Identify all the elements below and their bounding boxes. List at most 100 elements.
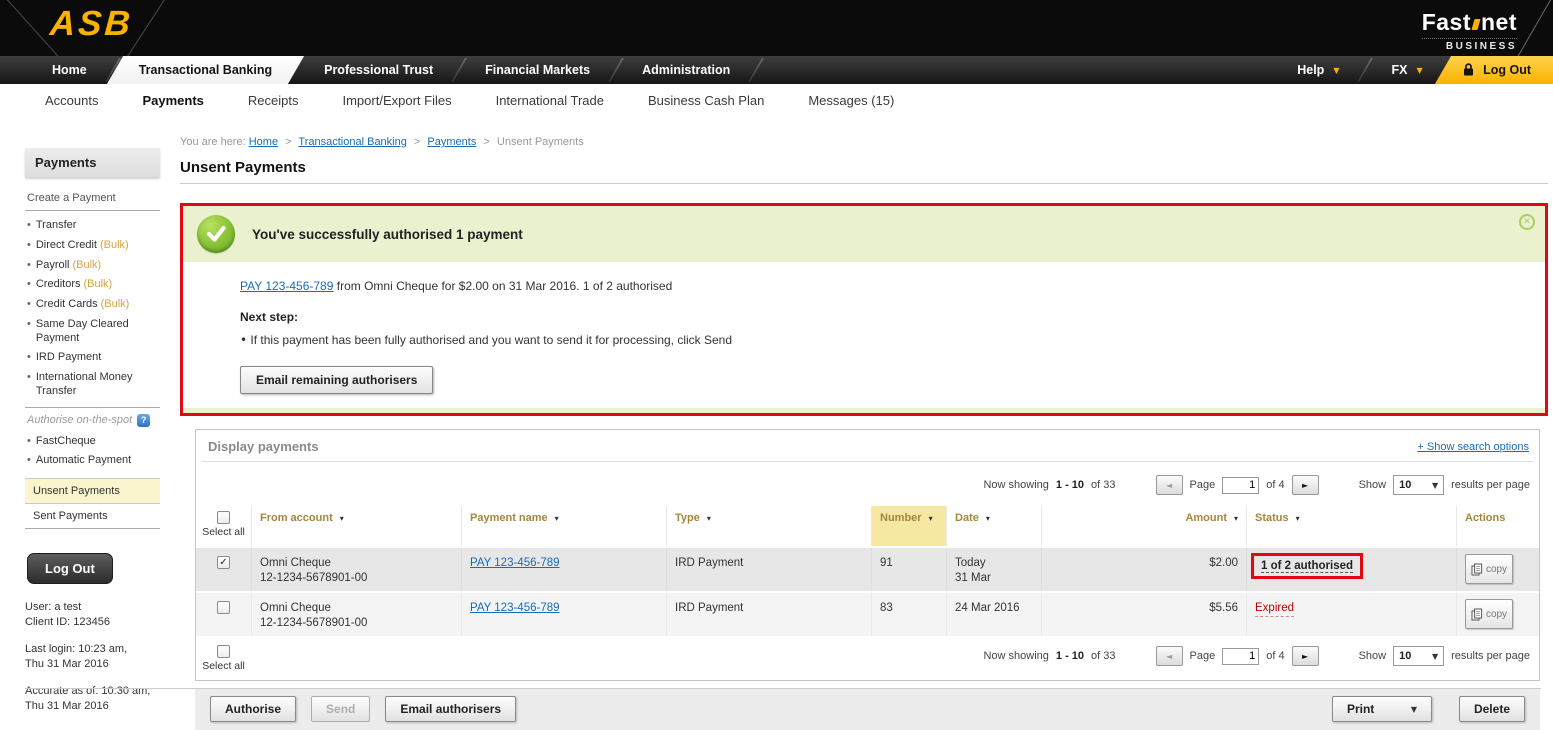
sort-arrow-icon: ▾ (706, 514, 711, 523)
status-link[interactable]: 1 of 2 authorised (1261, 560, 1354, 573)
column-header-type[interactable]: Type ▾ (666, 506, 871, 546)
sidebar-item-label: Direct Credit (35, 238, 97, 251)
prev-page-button[interactable]: ◄ (1155, 475, 1183, 495)
status-link[interactable]: Expired (1255, 601, 1294, 617)
sidebar-item-direct-credit[interactable]: • Direct Credit (Bulk) (25, 236, 160, 256)
bullet-icon: • (27, 434, 31, 447)
nav-tab-label: Administration (642, 63, 731, 77)
delete-button[interactable]: Delete (1458, 696, 1525, 722)
bullet-icon: • (27, 371, 31, 383)
sidebar-section-authorise-on-the-spot: Authorise on-the-spot ? (25, 406, 160, 432)
nav-tab-administration[interactable]: Administration (616, 56, 756, 84)
select-all-checkbox[interactable] (217, 511, 230, 524)
sidebar-item-label: Credit Cards (35, 298, 98, 310)
breadcrumb-link-transactional-banking[interactable]: Transactional Banking (298, 136, 407, 148)
user-info: User: a test Client ID: 123456 Last logi… (25, 600, 160, 714)
breadcrumb-prefix: You are here: (180, 136, 246, 148)
column-label: Actions (1465, 512, 1506, 524)
sidebar-item-ird-payment[interactable]: • IRD Payment (25, 348, 160, 368)
now-showing-label: Now showing (983, 650, 1049, 662)
help-icon[interactable]: ? (137, 413, 151, 427)
column-header-date[interactable]: Date ▾ (946, 506, 1041, 546)
column-label: Type (675, 512, 700, 524)
email-authorisers-button[interactable]: Email authorisers (385, 696, 517, 722)
asb-logo[interactable]: ASB (48, 4, 135, 43)
sort-arrow-icon: ▾ (1295, 514, 1300, 523)
column-header-amount[interactable]: Amount ▾ (1041, 506, 1246, 546)
bullet-icon: • (27, 298, 31, 310)
breadcrumb-link-payments[interactable]: Payments (427, 136, 477, 148)
payment-name-link[interactable]: PAY 123-456-789 (470, 557, 560, 569)
row-checkbox[interactable] (217, 601, 230, 614)
next-page-button[interactable]: ► (1291, 646, 1319, 666)
bullet-icon: • (27, 238, 31, 251)
next-page-button[interactable]: ► (1291, 475, 1319, 495)
column-header-number[interactable]: Number ▾ (871, 506, 946, 546)
copy-button[interactable]: copy (1465, 599, 1513, 629)
show-search-options-link[interactable]: + Show search options (1417, 440, 1529, 453)
nav-tab-transactional-banking[interactable]: Transactional Banking (113, 56, 298, 84)
payment-number: 91 (871, 548, 946, 591)
sidebar-item-international-money-transfer[interactable]: • International Money Transfer (25, 368, 160, 402)
nav-tab-professional-trust[interactable]: Professional Trust (298, 56, 459, 84)
send-button[interactable]: Send (311, 696, 371, 722)
prev-page-button[interactable]: ◄ (1155, 646, 1183, 666)
sidebar-item-fastcheque[interactable]: • FastCheque (25, 432, 160, 452)
subnav-receipts[interactable]: Receipts (247, 93, 299, 108)
page-number-input[interactable] (1222, 647, 1260, 665)
sidebar-item-credit-cards[interactable]: • Credit Cards (Bulk) (25, 295, 160, 315)
subnav-international-trade[interactable]: International Trade (495, 93, 604, 108)
sidebar-item-unsent-payments[interactable]: Unsent Payments (25, 478, 160, 503)
sidebar-item-same-day-cleared-payment[interactable]: • Same Day Cleared Payment (25, 315, 160, 349)
results-per-page-select[interactable]: 10 ▼ (1393, 646, 1445, 666)
logout-button[interactable]: Log Out (1449, 56, 1553, 84)
payment-number: 83 (871, 593, 946, 636)
subnav-accounts[interactable]: Accounts (45, 93, 99, 108)
fx-menu[interactable]: FX ▼ (1365, 56, 1448, 84)
results-per-page-select[interactable]: 10 ▼ (1393, 475, 1445, 495)
payment-type: IRD Payment (666, 593, 871, 636)
nav-tab-home[interactable]: Home (26, 56, 113, 84)
column-header-status[interactable]: Status ▾ (1246, 506, 1456, 546)
sidebar-item-label: Payroll (35, 258, 70, 271)
column-header-payment-name[interactable]: Payment name ▾ (461, 506, 666, 546)
sidebar-item-sent-payments[interactable]: Sent Payments (25, 503, 160, 528)
table-row: ✓ Omni Cheque 12-1234-5678901-00 PAY 123-… (196, 548, 1539, 591)
help-menu-label: Help (1297, 63, 1325, 77)
subnav-business-cash-plan[interactable]: Business Cash Plan (647, 93, 765, 108)
print-label: Print (1346, 702, 1375, 716)
email-remaining-authorisers-button[interactable]: Email remaining authorisers (240, 366, 434, 394)
row-checkbox[interactable]: ✓ (217, 556, 230, 569)
subnav-import-export-files[interactable]: Import/Export Files (342, 93, 452, 108)
payment-link[interactable]: PAY 123-456-789 (240, 279, 334, 293)
column-header-from-account[interactable]: From account ▾ (251, 506, 461, 546)
sidebar-item-label: Automatic Payment (35, 454, 132, 467)
breadcrumb-link-home[interactable]: Home (248, 136, 279, 148)
show-label: Show (1358, 479, 1387, 491)
sidebar-item-payroll[interactable]: • Payroll (Bulk) (25, 256, 160, 276)
user-name: User: a test (25, 601, 82, 613)
results-per-page-label: results per page (1451, 650, 1530, 662)
payment-date-line1: 24 Mar 2016 (955, 602, 1020, 614)
sidebar-logout-button[interactable]: Log Out (27, 553, 113, 584)
nav-tab-financial-markets[interactable]: Financial Markets (459, 56, 616, 84)
select-all-checkbox-bottom[interactable] (217, 645, 230, 658)
copy-icon (1471, 608, 1483, 620)
copy-button[interactable]: copy (1465, 554, 1513, 584)
page-number-input[interactable] (1222, 476, 1260, 494)
sidebar-item-automatic-payment[interactable]: • Automatic Payment (25, 451, 160, 471)
sort-arrow-icon: ▾ (928, 514, 933, 523)
page-count-label: of 4 (1266, 650, 1285, 662)
success-message-title: You've successfully authorised 1 payment (252, 226, 523, 242)
print-dropdown-button[interactable]: Print ▼ (1331, 696, 1432, 722)
help-menu[interactable]: Help ▼ (1271, 56, 1365, 84)
primary-nav: Home Transactional Banking Professional … (0, 56, 1553, 84)
authorise-button[interactable]: Authorise (210, 696, 297, 722)
payment-name-link[interactable]: PAY 123-456-789 (470, 602, 560, 614)
subnav-messages[interactable]: Messages (15) (808, 93, 895, 108)
sidebar-item-transfer[interactable]: • Transfer (25, 216, 160, 236)
close-icon[interactable]: ✕ (1519, 214, 1535, 230)
subnav-payments[interactable]: Payments (142, 93, 204, 108)
success-message-header: You've successfully authorised 1 payment… (183, 206, 1545, 262)
sidebar-item-creditors[interactable]: • Creditors (Bulk) (25, 275, 160, 295)
